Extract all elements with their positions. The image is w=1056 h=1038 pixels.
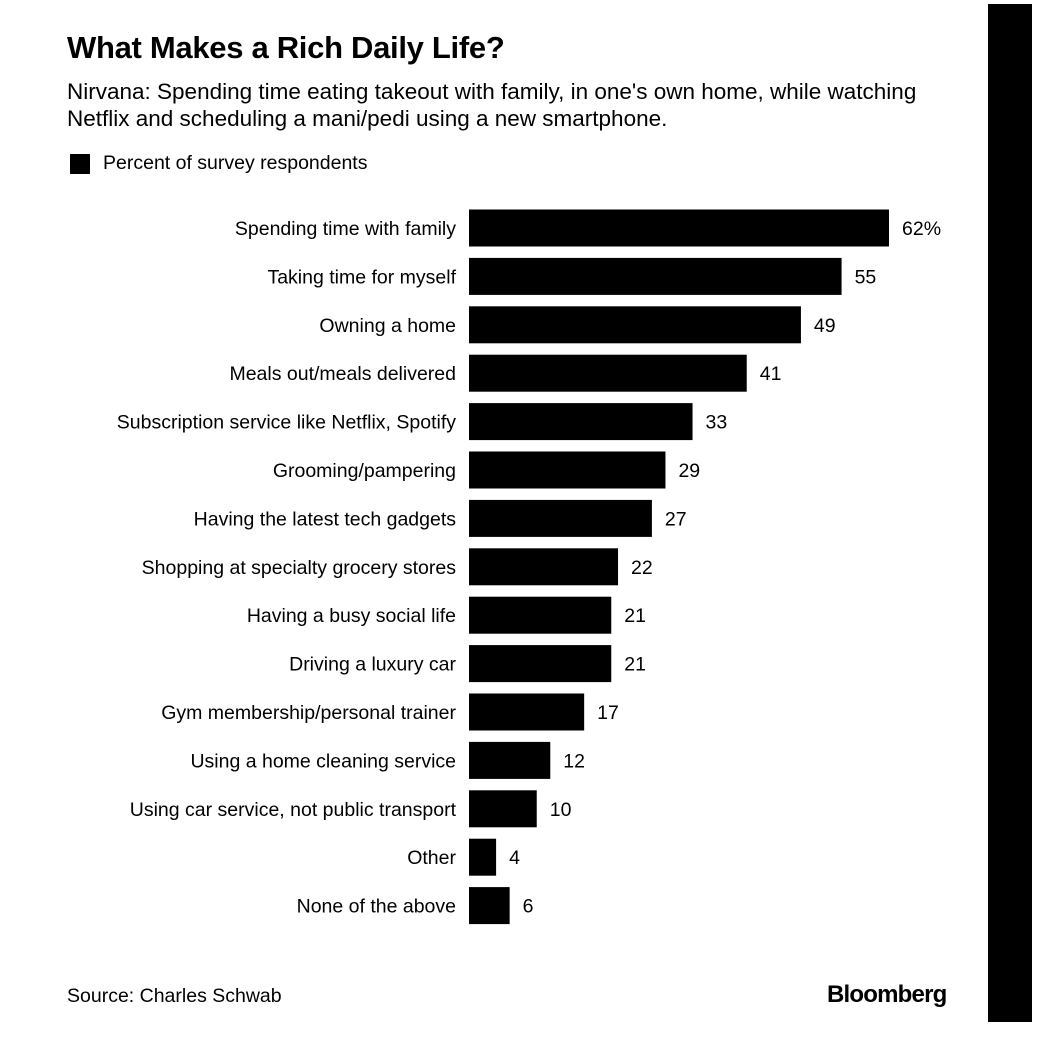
legend-swatch: [70, 153, 90, 174]
bar: [469, 499, 652, 537]
category-label: Spending time with family: [235, 218, 456, 240]
category-label: None of the above: [297, 896, 456, 918]
value-label: 55: [855, 266, 877, 288]
value-label: 27: [665, 508, 687, 530]
bar: [469, 403, 693, 441]
category-label: Shopping at specialty grocery stores: [142, 557, 457, 579]
bar: [469, 306, 801, 344]
value-label: 21: [624, 605, 646, 627]
value-label: 22: [631, 557, 653, 579]
bar: [469, 741, 551, 779]
category-label: Driving a luxury car: [289, 654, 456, 676]
category-label: Taking time for myself: [267, 266, 456, 288]
chart-subtitle: Nirvana: Spending time eating takeout wi…: [67, 79, 917, 131]
value-label: 10: [550, 799, 572, 821]
category-label: Grooming/pampering: [273, 460, 456, 482]
value-label: 62%: [902, 218, 941, 240]
bar: [469, 887, 510, 925]
value-label: 29: [678, 460, 700, 482]
category-label: Subscription service like Netflix, Spoti…: [117, 412, 456, 434]
value-label: 17: [597, 702, 619, 724]
category-label: Other: [407, 847, 456, 869]
bar: [469, 645, 612, 683]
bloomberg-logo: Bloomberg: [827, 981, 947, 1008]
value-label: 4: [509, 847, 520, 869]
value-label: 49: [814, 315, 836, 337]
bar: [469, 548, 619, 586]
category-label: Using a home cleaning service: [190, 750, 456, 772]
bar: [469, 693, 585, 731]
category-label: Using car service, not public transport: [130, 799, 457, 821]
category-label: Having a busy social life: [247, 605, 456, 627]
category-label: Meals out/meals delivered: [229, 363, 456, 385]
bar: [469, 354, 747, 392]
value-label: 33: [706, 412, 728, 434]
bar: [469, 790, 537, 828]
source-note: Source: Charles Schwab: [67, 985, 282, 1007]
value-label: 21: [624, 654, 646, 676]
right-edge-strip: [988, 4, 1032, 1022]
bar: [469, 451, 666, 489]
legend-label: Percent of survey respondents: [103, 152, 368, 174]
value-label: 12: [563, 750, 585, 772]
category-label: Owning a home: [319, 315, 456, 337]
bar-chart: Spending time with family 62% Taking time …: [117, 209, 941, 925]
chart-title: What Makes a Rich Daily Life?: [67, 30, 505, 65]
category-label: Gym membership/personal trainer: [161, 702, 456, 724]
bar: [469, 257, 842, 295]
bar: [469, 838, 497, 876]
value-label: 41: [760, 363, 782, 385]
legend: Percent of survey respondents: [70, 152, 367, 175]
category-label: Having the latest tech gadgets: [194, 508, 457, 530]
bar: [469, 596, 612, 634]
value-label: 6: [523, 896, 534, 918]
bar: [469, 209, 889, 247]
